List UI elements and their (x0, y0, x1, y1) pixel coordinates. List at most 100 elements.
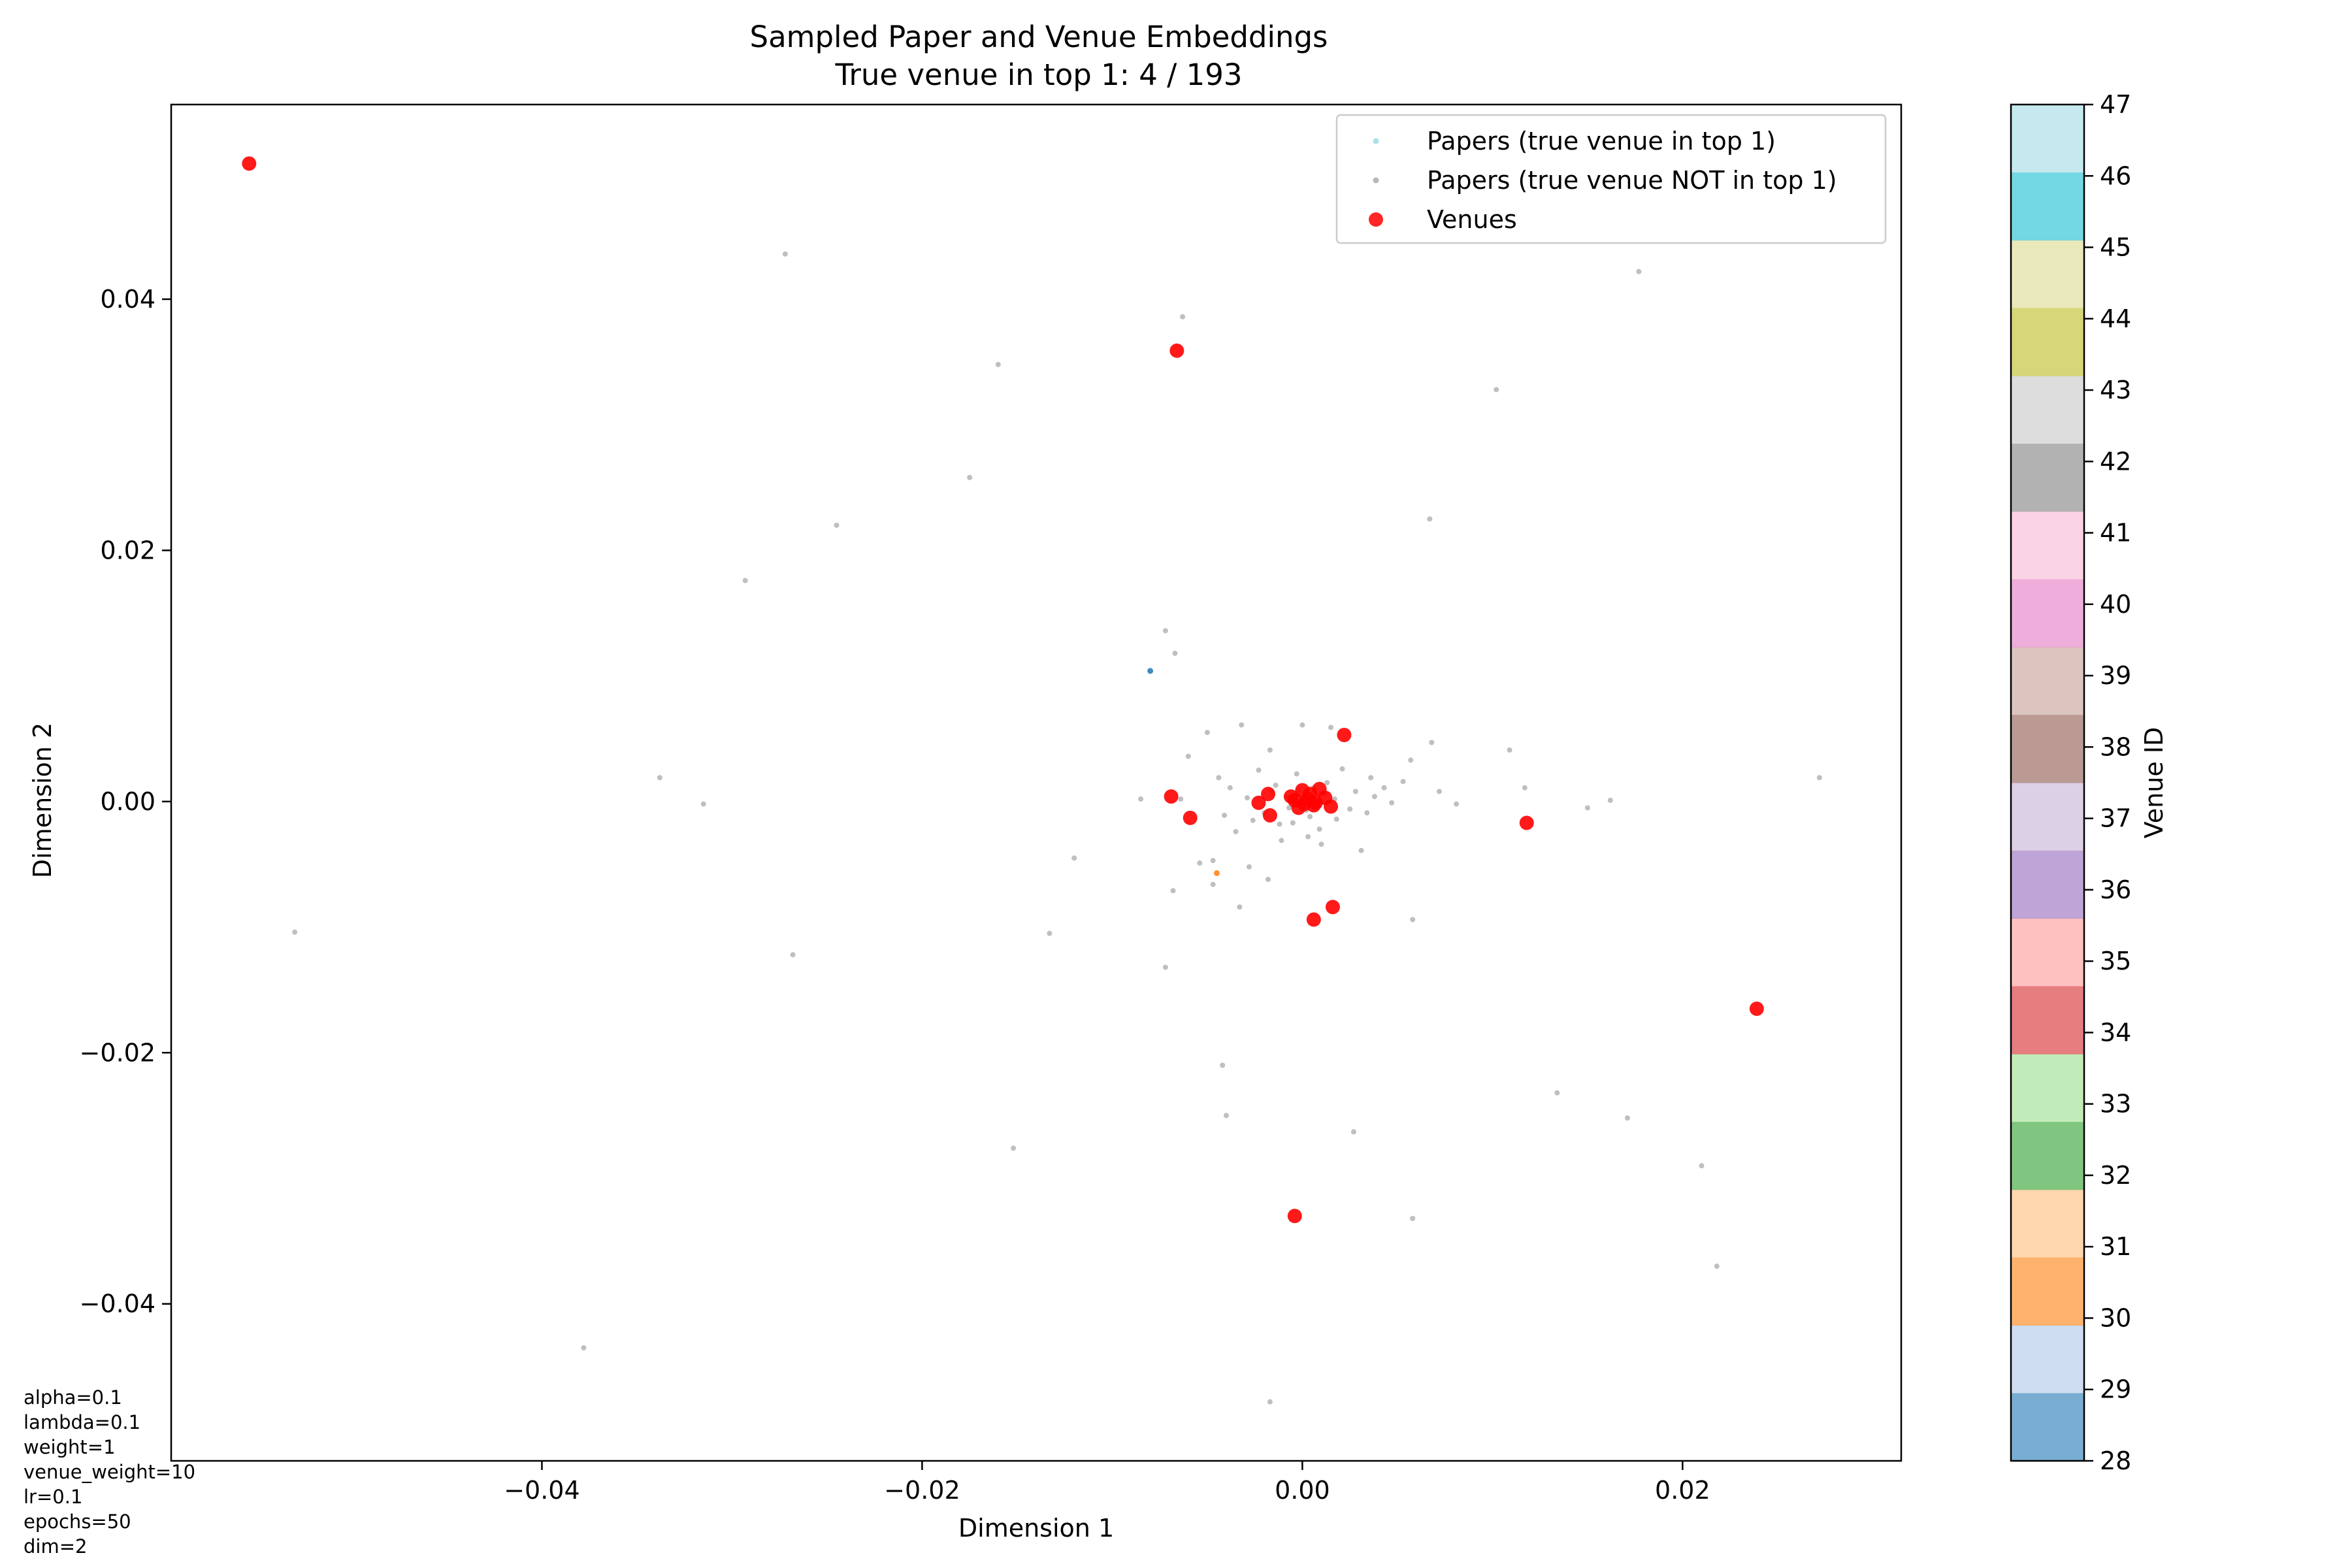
y-axis-label: Dimension 2 (28, 723, 57, 878)
venue-point (1749, 1002, 1764, 1016)
paper-point-not-top1 (1554, 1090, 1560, 1096)
paper-point-not-top1 (1429, 740, 1435, 745)
colorbar-segment (2011, 1257, 2084, 1326)
paper-point-not-top1 (1227, 785, 1233, 791)
colorbar-tick-label: 36 (2100, 875, 2131, 904)
venue-point (1164, 789, 1179, 804)
paper-point-not-top1 (1389, 800, 1395, 806)
paper-point-not-top1 (1071, 855, 1077, 861)
colorbar-segment (2011, 1393, 2084, 1462)
paper-point-not-top1 (657, 775, 662, 781)
paper-point-not-top1 (1624, 1115, 1630, 1121)
paper-point-not-top1 (1197, 860, 1203, 866)
venue-point (1324, 799, 1339, 814)
colorbar-segment (2011, 918, 2084, 987)
paper-point-not-top1 (1368, 775, 1374, 781)
paper-point-top1 (1147, 668, 1154, 674)
venue-point (1519, 815, 1534, 830)
paper-point-not-top1 (1364, 810, 1370, 816)
colorbar-tick-label: 44 (2100, 304, 2131, 333)
venue-point (1183, 810, 1198, 825)
paper-point-not-top1 (1250, 817, 1256, 823)
venue-point (1287, 1209, 1302, 1224)
colorbar-tick-label: 33 (2100, 1090, 2131, 1119)
paper-point-not-top1 (1339, 766, 1345, 772)
parameters-annotation: alpha=0.1 lambda=0.1 weight=1 venue_weig… (24, 1385, 195, 1559)
legend-label: Papers (true venue NOT in top 1) (1427, 166, 1837, 195)
paper-point-not-top1 (1011, 1145, 1017, 1151)
paper-point-not-top1 (292, 929, 298, 935)
y-tick-label: −0.04 (80, 1290, 155, 1318)
axes: −0.04 −0.02 0.00 0.02 0.04 0.02 0.00 −0.02 −0.04 (80, 103, 1903, 1505)
paper-point-not-top1 (742, 578, 748, 583)
colorbar-tick-label: 39 (2100, 661, 2131, 690)
paper-point-not-top1 (1636, 269, 1642, 274)
paper-point-not-top1 (1408, 757, 1414, 763)
colorbar-segment (2011, 579, 2084, 647)
venue-point (242, 156, 257, 171)
colorbar-tick-label: 38 (2100, 732, 2131, 761)
paper-point-not-top1 (1180, 314, 1186, 319)
paper-point-not-top1 (1507, 747, 1512, 753)
y-tick-label: 0.04 (100, 285, 155, 314)
paper-point-not-top1 (1170, 888, 1176, 894)
colorbar-segment (2011, 511, 2084, 580)
colorbar-tick-label: 47 (2100, 90, 2131, 119)
legend-marker (1373, 138, 1379, 144)
colorbar-tick-label: 43 (2100, 376, 2131, 404)
paper-point-not-top1 (1333, 816, 1339, 822)
paper-point-not-top1 (1267, 747, 1273, 753)
legend-label: Papers (true venue in top 1) (1427, 127, 1776, 155)
venue-point (1297, 796, 1312, 811)
paper-point-not-top1 (834, 522, 840, 528)
paper-point-not-top1 (581, 1345, 587, 1350)
paper-point-not-top1 (1233, 828, 1239, 834)
paper-point-not-top1 (1290, 820, 1296, 826)
colorbar-tick-label: 40 (2100, 590, 2131, 619)
paper-point-not-top1 (700, 801, 706, 807)
colorbar-segment (2011, 376, 2084, 444)
param-line: lr=0.1 (24, 1486, 83, 1508)
venue-point (1262, 808, 1277, 823)
paper-point-not-top1 (1172, 651, 1178, 657)
colorbar-segment (2011, 444, 2084, 512)
paper-point-not-top1 (1316, 826, 1322, 832)
x-tick-label: −0.02 (884, 1476, 960, 1505)
paper-point-not-top1 (1410, 917, 1416, 923)
paper-point-not-top1 (1162, 964, 1168, 970)
paper-point-top1 (1213, 870, 1220, 876)
paper-point-not-top1 (1223, 1113, 1229, 1119)
paper-point-not-top1 (1410, 1216, 1416, 1222)
colorbar-segment (2011, 105, 2084, 173)
colorbar-tick-label: 35 (2100, 947, 2131, 975)
paper-point-not-top1 (1047, 930, 1053, 936)
legend: Papers (true venue in top 1) Papers (true… (1335, 114, 1887, 244)
paper-point-not-top1 (1220, 1062, 1226, 1068)
colorbar-tick-label: 28 (2100, 1446, 2131, 1475)
paper-point-not-top1 (1454, 801, 1460, 807)
paper-point-not-top1 (1299, 722, 1305, 728)
paper-point-not-top1 (1816, 775, 1822, 781)
y-tick-label: 0.00 (100, 787, 155, 816)
x-axis-label: Dimension 1 (958, 1514, 1114, 1543)
paper-point-not-top1 (1584, 805, 1590, 811)
venue-point (1261, 787, 1276, 802)
colorbar-tick-label: 31 (2100, 1232, 2131, 1261)
param-line: venue_weight=10 (24, 1461, 196, 1483)
venue-point (1306, 912, 1321, 927)
paper-point-not-top1 (995, 361, 1001, 367)
venue-point (1283, 789, 1298, 804)
colorbar-tick-label: 46 (2100, 161, 2131, 190)
paper-point-not-top1 (1279, 838, 1284, 843)
paper-point-not-top1 (1138, 796, 1144, 802)
colorbar-label: Venue ID (2140, 727, 2168, 839)
colorbar-tick-label: 32 (2100, 1161, 2131, 1190)
paper-point-not-top1 (1381, 785, 1387, 791)
paper-point-not-top1 (1328, 725, 1334, 730)
x-tick-label: 0.02 (1655, 1476, 1710, 1505)
colorbar-segment (2011, 240, 2084, 308)
venue-point (1337, 727, 1352, 742)
paper-point-not-top1 (1522, 785, 1527, 791)
paper-point-not-top1 (1178, 796, 1184, 802)
colorbar-segment (2011, 1054, 2084, 1122)
